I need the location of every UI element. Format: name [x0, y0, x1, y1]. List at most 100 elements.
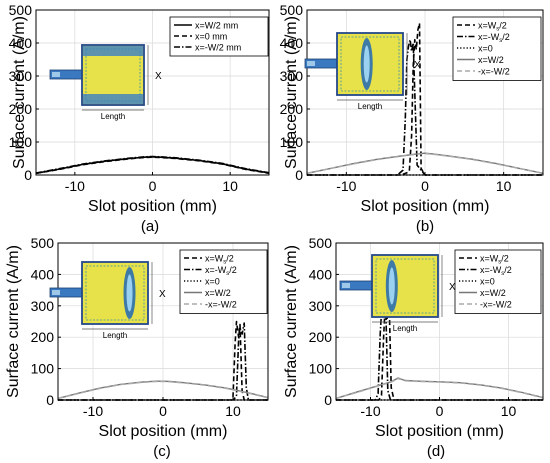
x-axis-label: Slot position (mm) [375, 423, 504, 440]
legend-entry: x=Ws/2 [480, 254, 509, 266]
x-axis-label: Slot position (mm) [99, 423, 228, 440]
y-tick-label: 200 [31, 329, 55, 345]
x-tick-label: 0 [421, 178, 429, 194]
legend: x=Ws/2x=-Ws/2x=0x=W/2 -x=-W/2 [179, 249, 268, 314]
inset-x-label: X [159, 289, 166, 300]
x-tick-label: -10 [360, 403, 380, 419]
y-tick-label: 100 [31, 361, 55, 377]
legend: x=Ws/2x=-Ws/2x=0x=W/2 -x=-W/2 [454, 249, 542, 314]
y-tick-label: 500 [31, 235, 55, 251]
y-tick-label: 500 [9, 2, 33, 18]
antenna-inset-image: X Length [49, 261, 166, 340]
y-tick-label: 0 [46, 392, 54, 408]
x-axis-label: Slot position (mm) [361, 198, 490, 215]
series-line-4 [335, 377, 544, 400]
y-tick-label: 300 [280, 68, 304, 84]
y-tick-label: 500 [309, 235, 333, 251]
legend-entry: x=0 [205, 277, 220, 287]
legend-entry: x=-Ws/2 [480, 265, 512, 277]
x-tick-label: 10 [496, 178, 512, 194]
feed-port [307, 61, 315, 66]
patch-edge [85, 265, 145, 321]
x-tick-label: -10 [336, 178, 356, 194]
legend: x=W/2 mmx=0 mmx=-W/2 mm [169, 16, 269, 57]
slot-core [388, 267, 395, 305]
patch-field [371, 254, 439, 318]
y-tick-label: 100 [280, 134, 304, 150]
slot-core [126, 274, 133, 312]
legend-entry: x=-Ws/2 [478, 32, 510, 44]
antenna-inset-image: X Length [304, 32, 421, 111]
x-tick-label: -10 [83, 403, 103, 419]
feed-port [52, 290, 60, 295]
antenna-inset-image: X Length [49, 44, 162, 121]
series-line-1 [307, 38, 543, 176]
legend-entry: x=Ws/2 [478, 21, 507, 33]
series-group [35, 155, 270, 175]
y-tick-label: 0 [24, 167, 32, 183]
legend-entry: x=0 mm [195, 32, 227, 42]
legend-entry: -x=-W/2 [478, 67, 510, 77]
y-axis-label: Surface current (A/m) [283, 16, 300, 169]
series-line-0 [307, 22, 543, 176]
y-tick-label: 0 [324, 392, 332, 408]
inset-length-label: Length [393, 324, 417, 333]
y-tick-label: 200 [309, 329, 333, 345]
panel-label: (d) [427, 443, 445, 460]
antenna-inset-image: X Length [339, 254, 456, 333]
inset-x-label: X [414, 60, 421, 71]
series-line-2 [35, 155, 270, 174]
legend-entry: x=0 [478, 44, 493, 54]
series-line-4 [306, 152, 544, 174]
series-group [57, 320, 269, 401]
legend-entry: x=W/2 [478, 55, 504, 65]
y-tick-label: 300 [309, 298, 333, 314]
series-line-4 [57, 380, 269, 400]
top-edge-current [83, 46, 143, 56]
legend-entry: -x=-W/2 [205, 300, 237, 310]
y-tick-label: 400 [9, 35, 33, 51]
panel-label: (c) [153, 443, 171, 460]
inset-length-label: Length [358, 102, 382, 111]
legend-entry: x=W/2 [480, 288, 506, 298]
x-tick-label: 0 [159, 403, 167, 419]
y-tick-label: 0 [295, 167, 303, 183]
y-axis-label: Surface current (A/m) [5, 245, 22, 398]
x-tick-label: 10 [225, 403, 241, 419]
feed-port [342, 283, 350, 288]
x-tick-label: -10 [65, 178, 85, 194]
y-tick-label: 500 [280, 2, 304, 18]
y-axis-label: Surface current (A/m) [11, 16, 28, 169]
inset-x-label: X [155, 71, 162, 82]
feed-port [52, 72, 60, 77]
patch-edge [340, 36, 400, 92]
x-axis-label: Slot position (mm) [88, 198, 217, 215]
y-tick-label: 100 [9, 134, 33, 150]
inset-length-label: Length [101, 112, 125, 121]
legend-entry: x=0 [480, 277, 495, 287]
legend-entry: -x=-W/2 [480, 300, 512, 310]
y-tick-label: 400 [280, 35, 304, 51]
bottom-edge-current [83, 94, 143, 104]
legend-entry: x=Ws/2 [205, 254, 234, 266]
legend-entry: x=W/2 [205, 288, 231, 298]
y-tick-label: 200 [9, 101, 33, 117]
legend-entry: x=-Ws/2 [205, 265, 237, 277]
legend-entry: x=W/2 mm [195, 21, 238, 31]
x-tick-label: 0 [149, 178, 157, 194]
panel-label: (b) [416, 218, 434, 235]
y-tick-label: 200 [280, 101, 304, 117]
x-tick-label: 10 [501, 403, 517, 419]
legend-entry: x=-W/2 mm [195, 43, 241, 53]
series-line-0 [58, 320, 268, 401]
y-tick-label: 100 [309, 361, 333, 377]
legend: x=Ws/2x=-Ws/2x=0x=W/2 -x=-W/2 [452, 16, 542, 81]
panel-label: (a) [141, 218, 159, 235]
x-tick-label: 0 [436, 403, 444, 419]
y-tick-label: 300 [9, 68, 33, 84]
